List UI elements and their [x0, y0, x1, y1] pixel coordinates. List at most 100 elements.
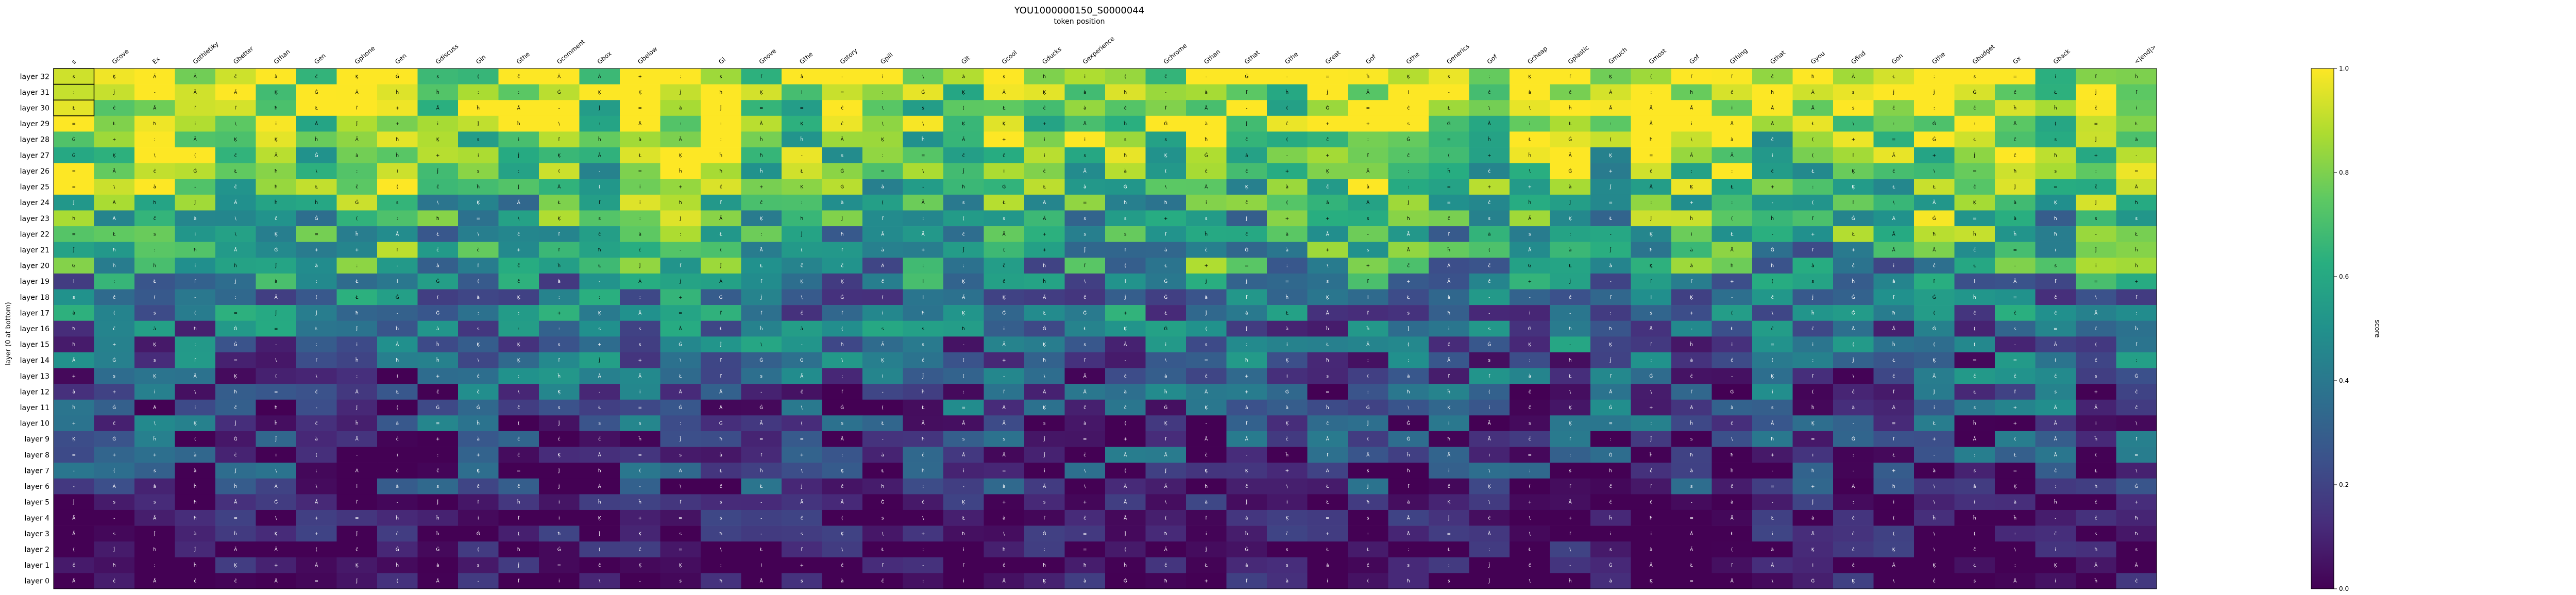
- cell-token: ħ: [194, 500, 197, 505]
- cell-token: i: [1529, 311, 1531, 316]
- heatmap-cell: [1186, 84, 1227, 100]
- heatmap-cell: [660, 84, 701, 100]
- cell-token: Ĵ: [1569, 200, 1571, 206]
- cell-token: (: [396, 579, 398, 584]
- cell-token: (: [599, 185, 601, 190]
- heatmap-cell: [1550, 131, 1591, 148]
- cell-token: =: [1326, 389, 1330, 395]
- heatmap-cell: [1388, 100, 1429, 116]
- heatmap-cell: [1671, 69, 1712, 84]
- cell-token: (: [1165, 516, 1167, 521]
- cell-token: Ł: [1771, 516, 1774, 521]
- cell-token: Ă: [922, 231, 925, 237]
- cell-token: (: [2055, 122, 2057, 127]
- cell-token: Ķ: [275, 138, 278, 143]
- cell-token: -: [316, 405, 317, 411]
- cell-token: č: [598, 231, 601, 237]
- cell-token: Ā: [1609, 90, 1613, 95]
- cell-token: =: [679, 547, 683, 552]
- cell-token: à: [1205, 500, 1208, 505]
- cell-token: ħ: [1205, 138, 1208, 143]
- heatmap-cell: [1105, 147, 1146, 163]
- cell-token: s: [1690, 484, 1693, 489]
- heatmap-cell: [458, 194, 499, 211]
- heatmap-cell: [1145, 84, 1187, 100]
- cell-token: :: [1367, 358, 1369, 363]
- heatmap-cell: [1631, 69, 1672, 84]
- cell-token: s: [477, 138, 480, 143]
- cell-token: ĥ: [1689, 342, 1693, 348]
- cell-token: à: [1285, 327, 1289, 332]
- cell-token: Ā: [1003, 90, 1006, 95]
- cell-token: ĥ: [2134, 326, 2138, 332]
- cell-token: č: [1245, 200, 1248, 206]
- cell-token: ĥ: [1164, 388, 1167, 395]
- cell-token: s: [477, 327, 480, 332]
- cell-token: Ă: [1124, 483, 1127, 489]
- cell-token: Ă: [1003, 342, 1006, 348]
- cell-token: Ă: [355, 137, 359, 143]
- cell-token: ħ: [1569, 358, 1572, 363]
- cell-token: Ā: [1650, 326, 1653, 332]
- cell-token: Ă: [760, 578, 764, 584]
- heatmap-cell: [539, 84, 580, 100]
- cell-token: +: [314, 516, 318, 521]
- cell-token: -: [73, 484, 75, 489]
- cell-token: +: [800, 563, 804, 568]
- cell-token: (: [2014, 437, 2016, 442]
- cell-token: i: [558, 579, 560, 584]
- column-label: Gof: [1688, 53, 1701, 66]
- cell-token: +: [1811, 232, 1815, 237]
- cell-token: ĥ: [1568, 578, 1572, 584]
- cell-token: i: [356, 343, 358, 348]
- cell-token: i: [1003, 169, 1005, 174]
- cell-token: i: [2136, 106, 2137, 111]
- heatmap-cell: [539, 163, 580, 179]
- cell-token: s: [2135, 547, 2138, 552]
- row-label: layer 18: [20, 294, 49, 302]
- cell-token: Ĵ: [517, 184, 519, 190]
- cell-token: Ā: [1326, 310, 1330, 316]
- cell-token: č: [1003, 263, 1005, 269]
- heatmap-cell: [1914, 147, 1955, 163]
- cell-token: ĉ: [760, 200, 762, 206]
- cell-token: -: [760, 389, 762, 395]
- heatmap-cell: [1711, 194, 1753, 211]
- cell-token: Ł: [2134, 122, 2138, 127]
- heatmap-cell: [1833, 69, 1874, 84]
- cell-token: ĥ: [759, 326, 763, 332]
- cell-token: Ġ: [840, 184, 844, 190]
- heatmap-cell: [1995, 100, 2036, 116]
- cell-token: (: [1124, 468, 1126, 473]
- column-label: Gplastic: [1567, 44, 1590, 65]
- cell-token: :: [963, 389, 964, 395]
- heatmap-cell: [1469, 163, 1510, 179]
- cell-token: :: [963, 264, 964, 269]
- cell-token: =: [1447, 138, 1451, 143]
- cell-token: :: [1731, 169, 1733, 174]
- cell-token: (: [1731, 216, 1733, 222]
- heatmap-cell: [1550, 147, 1591, 163]
- cell-token: s: [1771, 405, 1774, 411]
- cell-token: :: [518, 327, 519, 332]
- cell-token: Ł: [1326, 547, 1329, 552]
- cell-token: ľ: [1853, 200, 1855, 206]
- cell-token: -: [154, 90, 156, 95]
- cell-token: s: [639, 327, 641, 332]
- cell-token: ĥ: [1811, 310, 1815, 316]
- heatmap-cell: [2116, 147, 2157, 163]
- heatmap-cell: [1105, 84, 1146, 100]
- cell-token: -: [760, 516, 762, 521]
- cell-token: ĉ: [1003, 152, 1005, 158]
- cell-token: ĥ: [2013, 105, 2016, 111]
- heatmap-cell: [862, 194, 903, 211]
- heatmap-cell: [701, 100, 741, 116]
- cell-token: Ġ: [436, 279, 439, 284]
- cell-token: s: [720, 74, 722, 79]
- cell-token: :: [518, 374, 519, 379]
- cell-token: i: [1003, 327, 1005, 332]
- cell-token: =: [72, 169, 76, 174]
- cell-token: i: [154, 389, 156, 395]
- heatmap-cell: [498, 147, 539, 163]
- cell-token: č: [1003, 279, 1005, 284]
